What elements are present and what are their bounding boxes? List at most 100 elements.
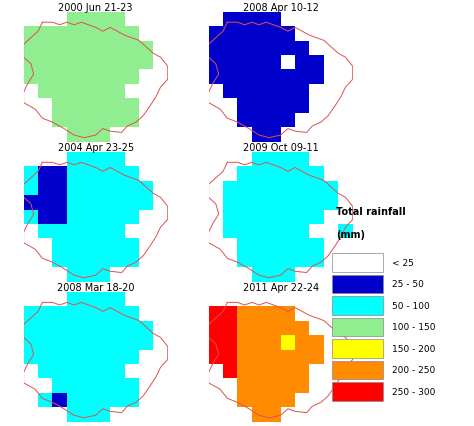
Bar bbox=[38, 85, 53, 99]
Bar bbox=[223, 307, 237, 321]
Bar bbox=[266, 70, 281, 85]
Bar bbox=[295, 181, 310, 196]
Bar bbox=[96, 128, 110, 142]
Bar bbox=[96, 56, 110, 70]
Bar bbox=[96, 70, 110, 85]
Bar bbox=[295, 42, 310, 56]
Bar bbox=[38, 335, 53, 350]
Bar bbox=[24, 181, 38, 196]
Bar bbox=[252, 181, 266, 196]
Bar bbox=[96, 307, 110, 321]
Bar bbox=[96, 167, 110, 181]
Title: 2009 Oct 09-11: 2009 Oct 09-11 bbox=[243, 142, 319, 153]
Bar bbox=[252, 42, 266, 56]
Bar bbox=[332, 340, 383, 358]
Bar bbox=[24, 167, 38, 181]
Bar bbox=[252, 99, 266, 113]
Text: 25 - 50: 25 - 50 bbox=[392, 280, 423, 289]
Bar bbox=[252, 128, 266, 142]
Bar bbox=[38, 167, 53, 181]
Bar bbox=[67, 181, 81, 196]
Bar bbox=[96, 42, 110, 56]
Bar bbox=[266, 153, 281, 167]
Bar bbox=[24, 56, 38, 70]
Text: 250 - 300: 250 - 300 bbox=[392, 387, 435, 396]
Bar bbox=[295, 239, 310, 253]
Bar bbox=[96, 99, 110, 113]
Bar bbox=[266, 239, 281, 253]
Bar bbox=[67, 196, 81, 210]
Bar bbox=[295, 253, 310, 268]
Bar bbox=[237, 181, 252, 196]
Bar bbox=[110, 364, 125, 379]
Bar bbox=[53, 85, 67, 99]
Bar bbox=[53, 42, 67, 56]
Bar bbox=[110, 292, 125, 307]
Bar bbox=[266, 268, 281, 282]
Bar bbox=[67, 13, 81, 27]
Bar bbox=[310, 181, 324, 196]
Bar bbox=[237, 364, 252, 379]
Bar bbox=[81, 167, 96, 181]
Bar bbox=[67, 335, 81, 350]
Bar bbox=[237, 196, 252, 210]
Bar bbox=[38, 321, 53, 335]
Bar bbox=[110, 70, 125, 85]
Title: 2000 Jun 21-23: 2000 Jun 21-23 bbox=[58, 3, 133, 13]
Bar bbox=[252, 321, 266, 335]
Bar bbox=[223, 196, 237, 210]
Bar bbox=[67, 393, 81, 407]
Bar bbox=[209, 56, 223, 70]
Bar bbox=[237, 393, 252, 407]
Bar bbox=[139, 181, 154, 196]
Bar bbox=[252, 196, 266, 210]
Bar bbox=[53, 239, 67, 253]
Bar bbox=[281, 153, 295, 167]
Bar bbox=[53, 253, 67, 268]
Bar bbox=[237, 113, 252, 128]
Bar bbox=[125, 167, 139, 181]
Bar bbox=[67, 56, 81, 70]
Bar bbox=[53, 350, 67, 364]
Bar bbox=[310, 350, 324, 364]
Bar bbox=[281, 210, 295, 225]
Bar bbox=[223, 181, 237, 196]
Bar bbox=[110, 393, 125, 407]
Bar bbox=[237, 99, 252, 113]
Bar bbox=[295, 210, 310, 225]
Bar bbox=[81, 364, 96, 379]
Bar bbox=[252, 379, 266, 393]
Bar bbox=[139, 335, 154, 350]
Bar bbox=[237, 307, 252, 321]
Bar bbox=[281, 307, 295, 321]
Bar bbox=[38, 27, 53, 42]
Bar bbox=[266, 128, 281, 142]
Bar bbox=[81, 253, 96, 268]
Bar bbox=[96, 113, 110, 128]
Bar bbox=[96, 181, 110, 196]
Bar bbox=[295, 225, 310, 239]
Bar bbox=[125, 350, 139, 364]
Bar bbox=[266, 210, 281, 225]
Bar bbox=[281, 350, 295, 364]
Bar bbox=[53, 393, 67, 407]
Bar bbox=[24, 335, 38, 350]
Bar bbox=[310, 253, 324, 268]
Bar bbox=[24, 70, 38, 85]
Bar bbox=[252, 364, 266, 379]
Bar bbox=[332, 383, 383, 401]
Bar bbox=[281, 321, 295, 335]
Bar bbox=[223, 56, 237, 70]
Bar bbox=[81, 393, 96, 407]
Bar bbox=[81, 321, 96, 335]
Bar bbox=[96, 196, 110, 210]
Bar bbox=[237, 70, 252, 85]
Bar bbox=[24, 42, 38, 56]
Bar bbox=[24, 210, 38, 225]
Bar bbox=[295, 350, 310, 364]
Bar bbox=[281, 239, 295, 253]
Bar bbox=[252, 70, 266, 85]
Bar bbox=[96, 321, 110, 335]
Bar bbox=[125, 253, 139, 268]
Bar bbox=[67, 27, 81, 42]
